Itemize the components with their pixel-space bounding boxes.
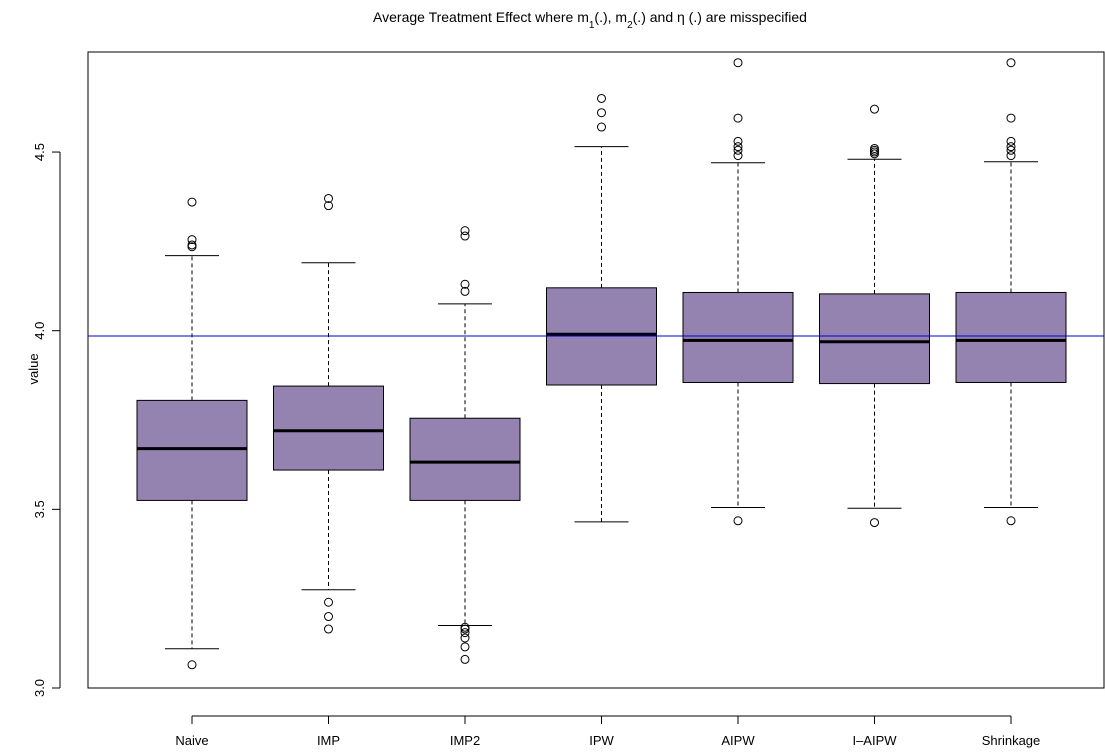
y-axis-label: value xyxy=(26,353,41,384)
outlier-point xyxy=(733,145,743,155)
outlier-point xyxy=(324,597,333,607)
outlier-point xyxy=(870,143,879,153)
outlier-point xyxy=(460,633,470,643)
outlier-point xyxy=(733,151,743,161)
outlier-point xyxy=(324,624,333,634)
outlier-point xyxy=(460,622,470,632)
outlier-point xyxy=(733,113,743,123)
x-tick-label: Naive xyxy=(175,733,208,748)
outlier-point xyxy=(187,660,197,670)
outlier-point xyxy=(1006,145,1016,155)
outlier-point xyxy=(187,240,197,250)
outlier-point xyxy=(460,642,470,652)
outlier-point xyxy=(1006,113,1016,123)
outlier-point xyxy=(733,516,743,526)
outlier-point xyxy=(597,108,606,118)
outlier-point xyxy=(1006,58,1016,68)
outlier-point xyxy=(187,197,197,207)
outlier-point xyxy=(460,226,470,236)
outlier-point xyxy=(1006,142,1016,152)
plot-frame xyxy=(87,51,1105,689)
outlier-point xyxy=(870,104,879,114)
outlier-point xyxy=(460,231,470,241)
outlier-point xyxy=(733,136,743,146)
x-tick-label: IPW xyxy=(589,733,614,748)
x-tick-label: IMP xyxy=(317,733,340,748)
y-tick-label: 3.0 xyxy=(32,679,47,697)
outlier-point xyxy=(460,628,470,638)
x-tick-label: IMP2 xyxy=(450,733,480,748)
outlier-point xyxy=(460,654,470,664)
outlier-point xyxy=(324,201,333,211)
outlier-point xyxy=(1006,151,1016,161)
box-iqr xyxy=(273,385,384,471)
outlier-point xyxy=(324,193,333,203)
x-tick-label: I–AIPW xyxy=(852,733,897,748)
y-tick-label: 3.5 xyxy=(32,500,47,518)
outlier-point xyxy=(187,235,197,245)
x-tick-label: AIPW xyxy=(721,733,755,748)
chart-title: Average Treatment Effect where m1(.), m2… xyxy=(373,9,807,31)
outlier-point xyxy=(324,612,333,622)
box-iqr xyxy=(819,293,930,385)
outlier-point xyxy=(597,122,606,132)
outlier-point xyxy=(733,142,743,152)
y-tick-label: 4.5 xyxy=(32,143,47,161)
outlier-point xyxy=(870,518,879,528)
box-iqr xyxy=(136,399,248,501)
outlier-point xyxy=(460,286,470,296)
plot-marks: 3.0 3.5 4.0 4.5 Naive IMP IMP2 IPW AIPW I–AIPW Shr… xyxy=(32,58,1104,748)
y-tick-label: 4.0 xyxy=(32,322,47,340)
box-iqr xyxy=(682,291,794,384)
box-iqr xyxy=(409,417,521,501)
box-iqr xyxy=(955,291,1067,384)
outlier-point xyxy=(597,93,606,103)
outlier-point xyxy=(460,279,470,289)
outlier-point xyxy=(1006,136,1016,146)
outlier-point xyxy=(733,58,743,68)
outlier-point xyxy=(1006,516,1016,526)
x-tick-label: Shrinkage xyxy=(982,733,1041,748)
